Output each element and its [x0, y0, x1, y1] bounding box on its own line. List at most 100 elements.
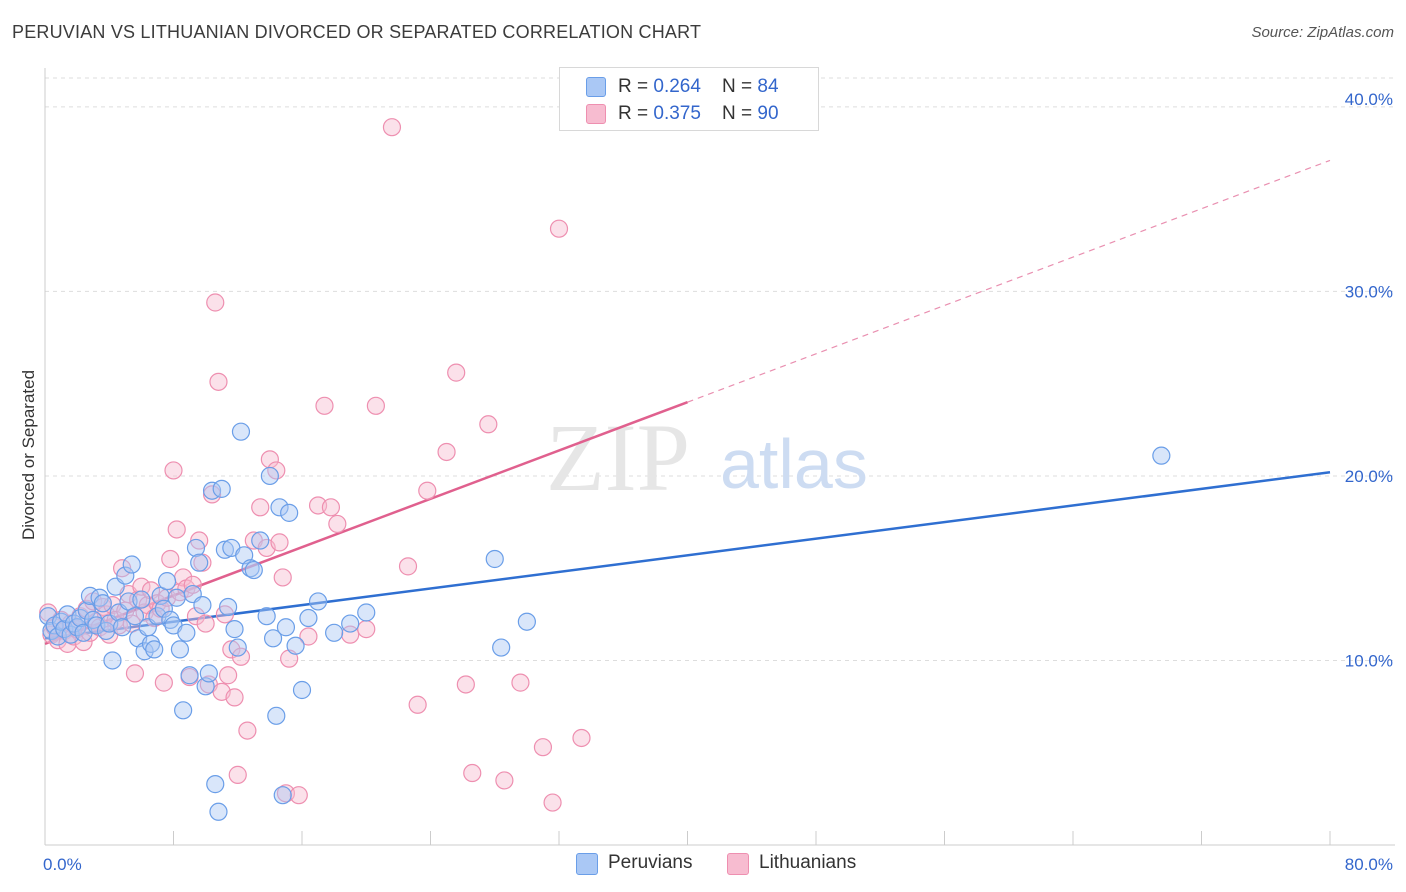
peruvian-point — [219, 597, 238, 617]
peruvian-point — [341, 614, 360, 633]
peruvian-legend-label: Peruvians — [608, 852, 693, 873]
lithuanian-points — [39, 118, 591, 812]
lithuanian-point — [456, 675, 475, 694]
lithuanian-point — [206, 293, 225, 312]
lithuanian-point — [437, 442, 456, 462]
peruvian-point — [170, 640, 190, 659]
peruvian-point — [190, 553, 209, 572]
lithuanian-point — [382, 118, 402, 137]
peruvian-point — [485, 549, 504, 569]
peruvian-trend-line — [44, 471, 1331, 640]
lithuanian-point — [572, 728, 591, 748]
peruvian-point — [492, 638, 511, 657]
lithuanian-point — [479, 415, 498, 434]
lithuanian-point — [225, 688, 244, 707]
peruvian-point — [357, 603, 376, 622]
lithuanian-point — [161, 549, 180, 569]
r-label: R = — [618, 103, 654, 124]
peruvian-point — [517, 612, 536, 631]
peruvian-point — [132, 590, 151, 609]
lithuanian-point — [132, 577, 151, 596]
lithuanian-point — [463, 763, 482, 783]
lithuanian-point — [154, 673, 173, 692]
lithuanian-point — [196, 614, 215, 633]
peruvian-point — [241, 559, 260, 578]
peruvian-point — [325, 623, 344, 642]
lithuanian-point — [315, 396, 334, 415]
peruvian-point — [215, 540, 234, 559]
peruvian-point — [286, 636, 305, 655]
lithuanian-point — [183, 575, 202, 594]
peruvian-point — [125, 607, 145, 626]
peruvian-point — [251, 531, 270, 550]
peruvian-point — [161, 610, 180, 629]
peruvian-point — [141, 634, 161, 653]
peruvian-point — [122, 555, 141, 574]
x-tick-labels: 0.0% 80.0% — [43, 855, 1393, 874]
y-tick-label: 40.0% — [1345, 90, 1393, 109]
lithuanian-point — [145, 608, 164, 628]
lithuanian-point — [125, 664, 145, 683]
lithuanian-point — [228, 765, 247, 784]
peruvian-point — [228, 638, 247, 657]
n-label: N = — [722, 103, 758, 124]
y-tick-label: 10.0% — [1345, 651, 1393, 670]
peruvian-point — [180, 666, 199, 685]
lithuanian-point — [321, 498, 341, 517]
r-label: R = — [618, 76, 654, 97]
lithuanian-swatch — [586, 104, 606, 124]
y-tick-label: 30.0% — [1345, 282, 1393, 301]
peruvian-point — [292, 680, 312, 700]
lithuanian-point — [511, 673, 530, 692]
stats-legend: R = 0.264 N = 84 R = 0.375 N = 90 — [559, 67, 819, 131]
peruvian-swatch — [586, 77, 606, 97]
lithuanian-point — [164, 461, 183, 480]
peruvian-point — [244, 560, 263, 580]
peruvian-point — [93, 594, 112, 613]
lithuanian-legend-swatch — [727, 853, 749, 875]
source-label: Source: ZipAtlas.com — [1251, 24, 1394, 41]
lithuanian-point — [186, 607, 206, 626]
lithuanian-point — [222, 640, 241, 659]
n-value: 84 — [757, 76, 779, 97]
peruvian-point — [116, 566, 135, 585]
lithuanian-point — [270, 533, 289, 552]
peruvian-point — [267, 706, 286, 725]
peruvian-point — [276, 618, 296, 637]
lithuanian-trend-line — [44, 400, 688, 646]
lithuanian-point — [366, 396, 385, 415]
trend-lines — [44, 159, 1331, 646]
lithuanian-point — [209, 372, 228, 391]
peruvian-point — [193, 596, 212, 615]
peruvian-point — [77, 601, 96, 620]
peruvian-point — [263, 629, 283, 648]
lithuanian-point — [533, 738, 553, 757]
peruvian-point — [103, 651, 122, 670]
watermark-atlas: atlas — [720, 425, 868, 503]
legend-row-peruvians-text: R = 0.264 N = 84 — [618, 76, 779, 98]
lithuanian-point — [543, 793, 562, 812]
chart-title: PERUVIAN VS LITHUANIAN DIVORCED OR SEPAR… — [12, 22, 702, 42]
lithuanian-point — [238, 721, 257, 740]
peruvian-point — [177, 623, 196, 642]
lithuanian-point — [328, 514, 347, 534]
peruvian-point — [225, 620, 244, 639]
peruvian-point — [260, 466, 279, 486]
peruvian-point — [308, 592, 328, 611]
lithuanian-point — [273, 568, 292, 587]
n-value: 90 — [757, 103, 779, 124]
lithuanian-legend-label: Lithuanians — [759, 852, 857, 873]
lithuanian-point — [495, 771, 514, 790]
peruvian-point — [299, 608, 318, 628]
lithuanian-point — [408, 695, 427, 714]
peruvian-point — [257, 607, 276, 626]
lithuanian-point — [549, 219, 569, 238]
peruvian-point — [231, 422, 251, 441]
peruvian-point — [157, 572, 177, 591]
y-axis-label: Divorced or Separated — [19, 370, 38, 540]
y-tick-labels: 10.0% 20.0% 30.0% 40.0% — [1345, 90, 1393, 671]
peruvian-legend-swatch — [576, 853, 598, 875]
n-label: N = — [722, 76, 758, 97]
legend-row-lithuanians-text: R = 0.375 N = 90 — [618, 103, 779, 125]
lithuanian-point — [251, 498, 270, 517]
